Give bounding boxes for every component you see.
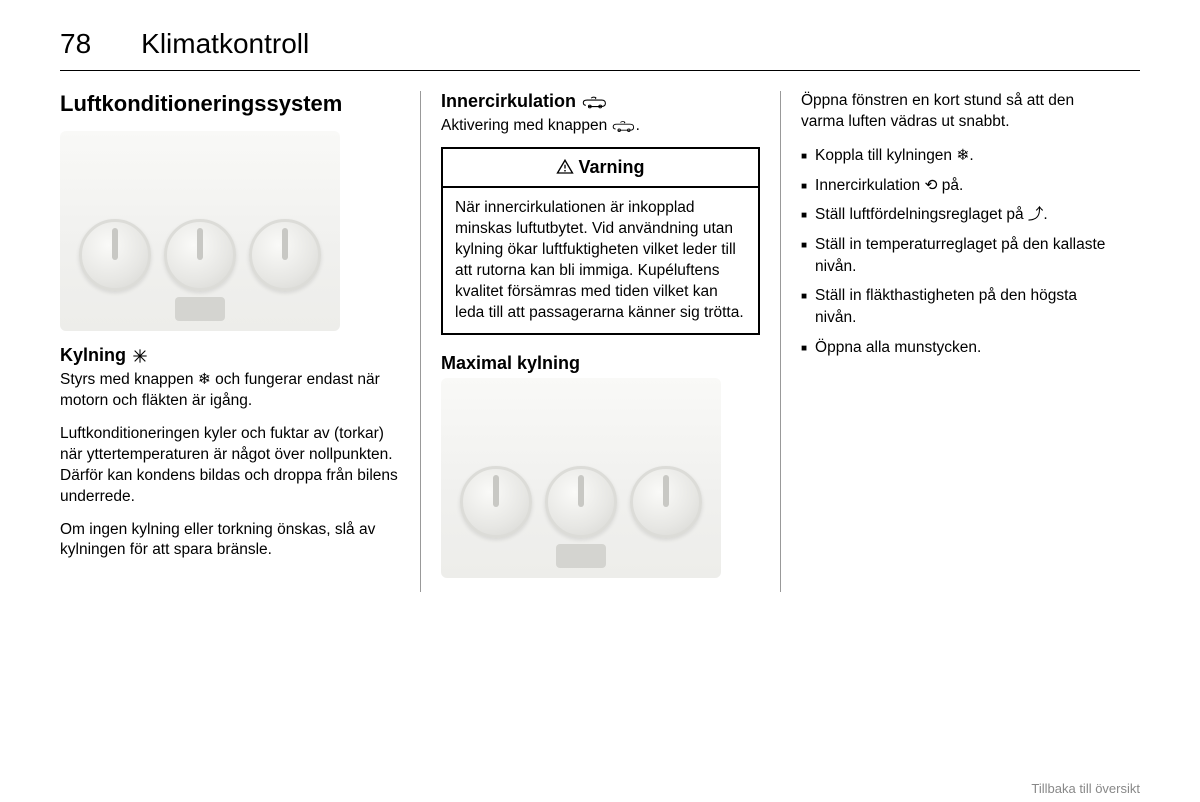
section-heading-air-conditioning: Luftkonditioneringssystem	[60, 91, 400, 117]
ac-recirculation-button-icon	[556, 544, 606, 568]
list-item-text: Koppla till kylningen ❄.	[815, 145, 1120, 167]
dial-fan-icon	[545, 466, 617, 538]
list-item: Ställ in fläkthastigheten på den högsta …	[801, 285, 1120, 328]
warning-box: Varning När innercirkulationen är inkopp…	[441, 147, 760, 336]
warning-title: Varning	[443, 149, 758, 188]
list-item-text: Öppna alla munstycken.	[815, 337, 1120, 359]
cooling-label: Kylning	[60, 345, 126, 366]
list-item: Koppla till kylningen ❄.	[801, 145, 1120, 167]
dial-fan-icon	[164, 219, 236, 291]
col3-intro: Öppna fönstren en kort stund så att den …	[801, 91, 1120, 133]
climate-control-illustration-1	[60, 131, 340, 331]
page-number: 78	[60, 28, 91, 60]
back-to-overview-link[interactable]: Tillbaka till översikt	[1031, 781, 1140, 796]
recirculation-activation: Aktivering med knappen .	[441, 116, 760, 137]
subheading-cooling: Kylning	[60, 345, 400, 366]
cooling-para-2: Luftkonditioneringen kyler och fuktar av…	[60, 424, 400, 508]
list-item-text: Ställ luftfördelningsreglaget på ⤴.	[815, 204, 1120, 226]
list-item-text: Ställ in fläkthastigheten på den högsta …	[815, 285, 1120, 328]
list-item: Öppna alla munstycken.	[801, 337, 1120, 359]
chapter-title: Klimatkontroll	[141, 28, 309, 60]
warning-body: När innercirkulationen är inkopplad mins…	[443, 188, 758, 334]
content-columns: Luftkonditioneringssystem Kylning Styrs …	[60, 91, 1140, 592]
column-1: Luftkonditioneringssystem Kylning Styrs …	[60, 91, 420, 592]
recirculation-icon	[612, 119, 636, 133]
column-2: Innercirkulation Aktivering med knappen …	[420, 91, 780, 592]
list-item-text: Innercirkulation ⟲ på.	[815, 175, 1120, 197]
snowflake-icon	[132, 348, 148, 364]
subheading-recirculation: Innercirkulation	[441, 91, 760, 112]
climate-control-illustration-2	[441, 378, 721, 578]
max-cooling-steps-list: Koppla till kylningen ❄. Innercirkulatio…	[801, 145, 1120, 359]
dial-air-distribution-icon	[630, 466, 702, 538]
cooling-para-1: Styrs med knappen ❄ och fungerar endast …	[60, 370, 400, 412]
list-item: Ställ in temperaturreglaget på den kalla…	[801, 234, 1120, 277]
recirculation-label: Innercirkulation	[441, 91, 576, 112]
warning-triangle-icon	[556, 158, 574, 176]
warning-title-text: Varning	[578, 157, 644, 178]
dial-temperature-icon	[79, 219, 151, 291]
dial-temperature-icon	[460, 466, 532, 538]
cooling-para-3: Om ingen kylning eller torkning önskas, …	[60, 520, 400, 562]
column-3: Öppna fönstren en kort stund så att den …	[780, 91, 1140, 592]
ac-recirculation-button-icon	[175, 297, 225, 321]
list-item: Innercirkulation ⟲ på.	[801, 175, 1120, 197]
list-item-text: Ställ in temperaturreglaget på den kalla…	[815, 234, 1120, 277]
page-header: 78 Klimatkontroll	[60, 28, 1140, 71]
activation-text: Aktivering med knappen	[441, 117, 612, 134]
subheading-max-cooling: Maximal kylning	[441, 353, 760, 374]
recirculation-icon	[582, 94, 608, 110]
list-item: Ställ luftfördelningsreglaget på ⤴.	[801, 204, 1120, 226]
dial-air-distribution-icon	[249, 219, 321, 291]
activation-suffix: .	[636, 117, 640, 134]
manual-page: 78 Klimatkontroll Luftkonditioneringssys…	[0, 0, 1200, 802]
